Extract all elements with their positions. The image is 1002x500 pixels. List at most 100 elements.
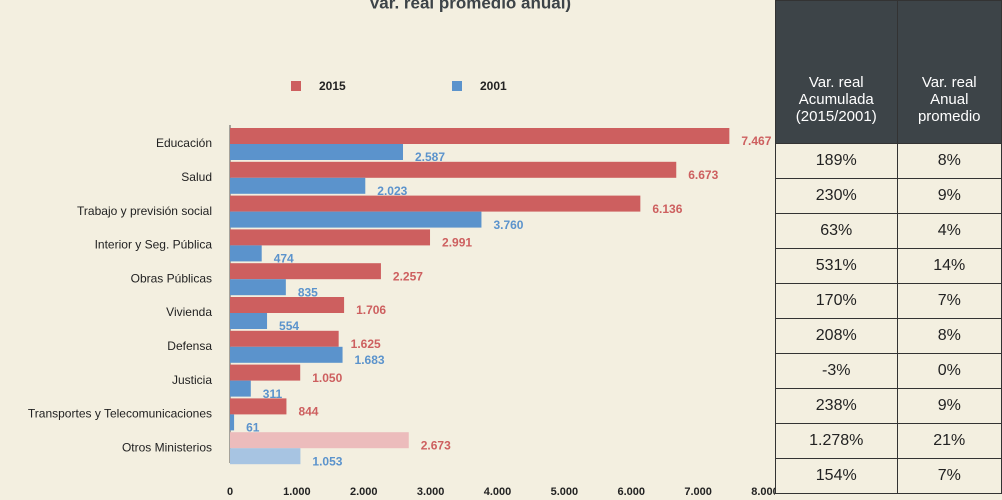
value-label: 554 — [279, 319, 299, 333]
y-tick-label: Vivienda — [166, 305, 212, 319]
bar — [230, 414, 235, 431]
table-cell: 9% — [896, 388, 1002, 424]
y-tick-label: Trabajo y previsión social — [77, 204, 212, 218]
table-cell: 8% — [896, 318, 1002, 354]
table-row: 170% 7% — [775, 283, 1002, 319]
value-label: 2.023 — [377, 184, 407, 198]
table-cell: 154% — [775, 458, 898, 494]
legend-label: 2015 — [319, 79, 346, 93]
table-cell: 14% — [896, 248, 1002, 284]
value-label: 311 — [263, 387, 283, 401]
bar — [230, 346, 343, 363]
value-label: 1.706 — [356, 303, 386, 317]
value-label: 1.683 — [355, 353, 385, 367]
table-cell: 7% — [896, 458, 1002, 494]
bar — [230, 364, 301, 381]
bar — [230, 144, 404, 160]
value-label: 474 — [274, 252, 294, 266]
x-tick-label: 8.000 — [751, 486, 775, 498]
header-cell: Var. real Acumulada (2015/2001) — [775, 0, 898, 144]
table-header: Var. real Acumulada (2015/2001) Var. real… — [775, 0, 1002, 144]
bar — [230, 263, 381, 280]
bar — [230, 330, 339, 347]
y-tick-label: Defensa — [167, 339, 212, 353]
value-label: 1.050 — [312, 371, 342, 385]
bar — [230, 128, 730, 144]
bar — [230, 177, 366, 194]
value-label: 61 — [246, 421, 260, 435]
bar — [230, 245, 262, 262]
value-label: 6.673 — [688, 168, 718, 182]
table-cell: 63% — [775, 213, 898, 249]
value-label: 835 — [298, 285, 318, 299]
table-cell: 230% — [775, 178, 898, 214]
bar — [230, 211, 482, 228]
y-tick-label: Transportes y Telecomunicaciones — [28, 407, 212, 421]
table-row: 1.278% 21% — [775, 423, 1002, 459]
y-tick-label: Obras Públicas — [131, 271, 212, 285]
y-tick-label: Interior y Seg. Pública — [95, 238, 213, 252]
legend-label: 2001 — [480, 79, 507, 93]
y-tick-label: Educación — [156, 136, 212, 150]
table-cell: 208% — [775, 318, 898, 354]
x-tick-label: 7.000 — [684, 486, 712, 498]
bar — [230, 313, 268, 329]
x-tick-label: 4.000 — [484, 486, 512, 498]
table-cell: 531% — [775, 248, 898, 284]
bar — [230, 380, 251, 397]
bar — [230, 297, 345, 313]
table-cell: 8% — [896, 143, 1002, 179]
table-row: -3% 0% — [775, 353, 1002, 389]
table-cell: 170% — [775, 283, 898, 319]
bar — [230, 432, 409, 449]
bar — [230, 161, 677, 178]
value-label: 2.991 — [442, 236, 472, 250]
legend-swatch — [452, 81, 462, 91]
bar — [230, 398, 287, 415]
table-cell: -3% — [775, 353, 898, 389]
table-row: 154% 7% — [775, 458, 1002, 494]
x-tick-label: 0 — [227, 486, 233, 498]
value-label: 7.467 — [741, 134, 771, 148]
value-label: 2.587 — [415, 150, 445, 164]
chart: Var. real promedio anual) 2015 2001 0 1.000… — [28, 0, 775, 498]
value-label: 844 — [298, 405, 318, 419]
x-tick-label: 1.000 — [283, 486, 311, 498]
value-label: 2.673 — [421, 438, 451, 452]
chart-title: Var. real promedio anual) — [369, 0, 571, 12]
bar — [230, 229, 431, 246]
x-tick-label: 3.000 — [417, 486, 445, 498]
table-row: 531% 14% — [775, 248, 1002, 284]
table-row: 63% 4% — [775, 213, 1002, 249]
table-cell: 7% — [896, 283, 1002, 319]
y-tick-label: Otros Ministerios — [122, 440, 212, 454]
table-cell: 1.278% — [775, 423, 898, 459]
table-cell: 9% — [896, 178, 1002, 214]
table-cell: 189% — [775, 143, 898, 179]
table-cell: 0% — [896, 353, 1002, 389]
table-body: 189% 8% 230% 9% 63% 4% 531% 14% 170% 7% 208% 8% -3% 0… — [775, 143, 1002, 494]
bar — [230, 279, 286, 296]
table: Var. real Acumulada (2015/2001) Var. real… — [775, 0, 1002, 494]
x-tick-label: 2.000 — [350, 486, 378, 498]
value-label: 2.257 — [393, 269, 423, 283]
table-cell: 4% — [896, 213, 1002, 249]
x-tick-label: 5.000 — [551, 486, 579, 498]
x-tick-label: 6.000 — [617, 486, 645, 498]
table-row: 208% 8% — [775, 318, 1002, 354]
table-cell: 238% — [775, 388, 898, 424]
bar — [230, 448, 301, 465]
table-row: 230% 9% — [775, 178, 1002, 214]
header-cell: Var. real Anual promedio — [896, 0, 1002, 144]
value-label: 6.136 — [652, 202, 682, 216]
value-label: 1.625 — [351, 337, 381, 351]
bar — [230, 195, 641, 212]
value-label: 1.053 — [312, 454, 342, 468]
legend-swatch — [291, 81, 301, 91]
table-row: 189% 8% — [775, 143, 1002, 179]
y-tick-label: Salud — [181, 170, 212, 184]
table-row: 238% 9% — [775, 388, 1002, 424]
value-label: 3.760 — [493, 218, 523, 232]
table-cell: 21% — [896, 423, 1002, 459]
